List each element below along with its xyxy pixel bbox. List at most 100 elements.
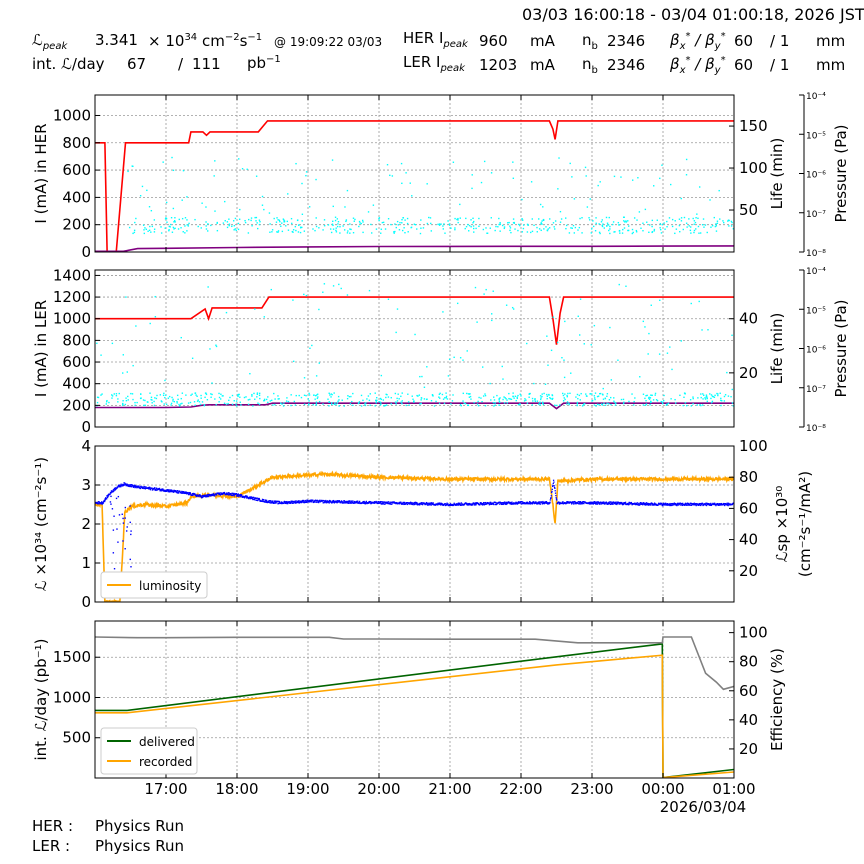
- scatter-point: [530, 231, 532, 234]
- scatter-point: [335, 227, 337, 229]
- data-point: [595, 503, 598, 505]
- data-point: [645, 502, 648, 504]
- scatter-point: [180, 397, 182, 400]
- data-point: [122, 517, 124, 520]
- data-point: [451, 503, 454, 506]
- scatter-point: [444, 232, 446, 234]
- data-point: [288, 501, 290, 503]
- data-point: [124, 482, 126, 484]
- scatter-point: [404, 219, 406, 221]
- scatter-point: [598, 223, 600, 225]
- scatter-point: [293, 360, 295, 363]
- scatter-point: [666, 225, 668, 228]
- data-point: [208, 493, 210, 496]
- plot-area-integrated: [95, 636, 734, 778]
- scatter-point: [263, 398, 266, 401]
- scatter-point: [462, 400, 464, 402]
- data-point: [191, 493, 194, 495]
- y-right-axis-label: Efficiency (%): [768, 648, 786, 751]
- scatter-point: [595, 217, 597, 219]
- scatter-point: [633, 400, 635, 403]
- ler-current-value: 1203: [479, 56, 518, 74]
- data-point: [239, 496, 241, 498]
- scatter-point: [466, 392, 468, 395]
- y-tick-label: 2: [81, 515, 91, 533]
- scatter-point: [703, 394, 705, 397]
- scatter-point: [522, 224, 525, 226]
- data-point: [130, 566, 132, 568]
- scatter-point: [476, 321, 478, 323]
- scatter-point: [521, 198, 523, 201]
- y-tick-label: 0: [81, 418, 91, 436]
- scatter-point: [713, 216, 716, 219]
- scatter-point: [465, 217, 467, 220]
- data-point: [268, 501, 270, 504]
- scatter-point: [259, 221, 261, 223]
- scatter-point: [536, 226, 538, 229]
- scatter-point: [238, 218, 241, 220]
- scatter-point: [368, 289, 371, 292]
- plot-frame: [94, 269, 735, 428]
- scatter-point: [590, 344, 592, 346]
- scatter-point: [635, 229, 638, 232]
- scatter-point: [608, 229, 610, 232]
- scatter-point: [697, 397, 699, 399]
- scatter-point: [566, 403, 568, 405]
- scatter-point: [637, 177, 639, 179]
- scatter-point: [283, 220, 286, 223]
- data-point: [426, 501, 428, 504]
- scatter-point: [328, 392, 330, 394]
- scatter-point: [625, 220, 627, 222]
- scatter-point: [693, 229, 696, 232]
- scatter-point: [184, 217, 187, 219]
- data-point: [101, 501, 103, 503]
- data-point: [236, 495, 238, 497]
- data-point: [614, 502, 616, 504]
- scatter-point: [308, 404, 310, 406]
- scatter-point: [651, 219, 654, 222]
- scatter-point: [526, 231, 529, 233]
- scatter-point: [249, 398, 251, 401]
- scatter-point: [375, 399, 377, 402]
- scatter-point: [593, 395, 596, 397]
- scatter-point: [707, 329, 709, 331]
- data-point: [278, 500, 281, 503]
- scatter-point: [627, 229, 629, 232]
- data-point: [630, 501, 633, 504]
- scatter-point: [274, 403, 276, 406]
- data-point: [110, 490, 113, 492]
- data-point: [342, 501, 344, 503]
- scatter-point: [420, 397, 423, 399]
- scatter-point: [457, 221, 459, 224]
- data-point: [649, 503, 651, 505]
- scatter-point: [628, 225, 630, 227]
- scatter-point: [200, 394, 202, 397]
- data-point: [555, 494, 557, 497]
- data-point: [269, 500, 272, 502]
- data-point: [474, 503, 476, 505]
- scatter-point: [213, 175, 215, 177]
- scatter-point: [367, 395, 370, 397]
- data-point: [389, 501, 391, 503]
- scatter-point: [406, 222, 409, 225]
- plot-frame: [94, 620, 735, 779]
- scatter-point: [226, 221, 229, 223]
- scatter-point: [159, 394, 162, 396]
- data-point: [124, 506, 127, 509]
- data-point: [550, 497, 552, 500]
- data-point: [126, 484, 129, 486]
- scatter-point: [478, 225, 480, 228]
- scatter-point: [383, 405, 385, 407]
- scatter-point: [151, 225, 154, 228]
- data-point: [229, 494, 231, 496]
- scatter-point: [661, 223, 664, 226]
- scatter-point: [494, 402, 496, 404]
- scatter-point: [382, 221, 385, 224]
- scatter-point: [405, 172, 407, 174]
- scatter-point: [105, 403, 108, 405]
- data-point: [565, 502, 568, 504]
- scatter-point: [187, 402, 190, 404]
- y-right-tick-label: 100: [739, 159, 768, 177]
- data-point: [210, 494, 212, 497]
- scatter-point: [668, 217, 671, 219]
